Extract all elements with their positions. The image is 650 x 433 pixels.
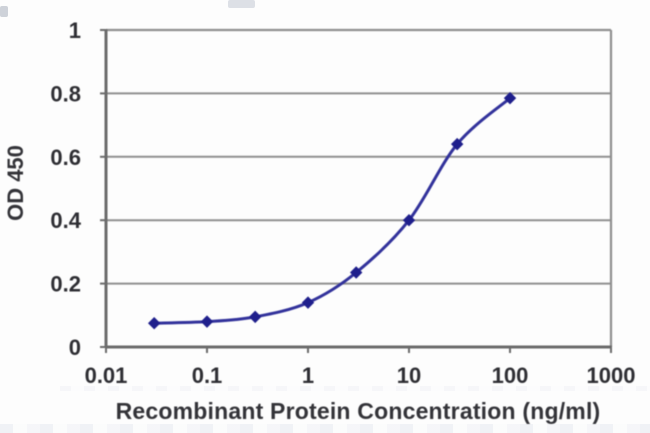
data-point-marker [402,213,416,227]
y-tick-label: 0 [69,335,81,360]
x-axis-title: Recombinant Protein Concentration (ng/ml… [115,398,601,424]
x-tick-label: 0.01 [85,363,128,388]
y-tick-label: 0.6 [50,145,81,170]
data-point-marker [349,266,363,279]
data-point-marker [301,296,315,309]
series-line [152,96,512,325]
y-tick-label: 1 [69,18,81,43]
data-point-marker [450,137,464,151]
x-tick-label: 100 [492,363,529,388]
y-axis-title: OD 450 [3,145,28,221]
data-point-marker [248,310,262,324]
y-tick-label: 0.2 [50,272,81,297]
y-tick-label: 0.8 [50,81,81,106]
x-tick-label: 10 [397,363,421,388]
x-tick-label: 0.1 [192,363,223,388]
data-point-marker [503,91,517,105]
x-tick-label: 1000 [587,363,636,388]
y-tick-label: 0.4 [50,208,81,233]
data-point-marker [147,317,161,330]
data-point-marker [200,315,214,328]
x-tick-label: 1 [302,363,314,388]
